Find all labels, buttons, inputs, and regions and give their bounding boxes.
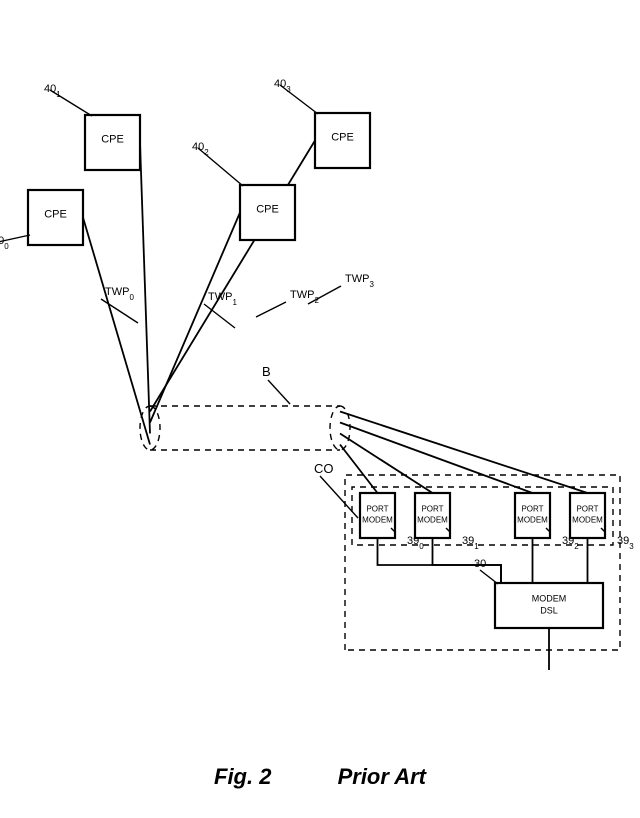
- svg-text:MODEM: MODEM: [417, 516, 448, 525]
- svg-text:DSL: DSL: [540, 606, 558, 616]
- svg-text:393: 393: [617, 535, 634, 551]
- svg-text:CPE: CPE: [331, 132, 354, 144]
- dsl-modem: DSL MODEM 30: [474, 558, 603, 628]
- svg-text:CPE: CPE: [256, 204, 279, 216]
- svg-text:391: 391: [462, 535, 479, 551]
- svg-text:CPE: CPE: [44, 209, 67, 221]
- figure-caption: Fig. 2 Prior Art: [0, 764, 640, 790]
- svg-text:401: 401: [44, 83, 61, 99]
- svg-text:CO: CO: [314, 461, 334, 476]
- svg-text:PORT: PORT: [521, 505, 543, 514]
- svg-text:TWP0: TWP0: [105, 286, 134, 302]
- svg-text:MODEM: MODEM: [517, 516, 548, 525]
- svg-text:403: 403: [274, 78, 291, 94]
- svg-text:MODEM: MODEM: [532, 594, 567, 604]
- diagram-svg: DSLMODEM30 MODEMPORT390MODEMPORT391MODEM…: [0, 0, 640, 740]
- svg-text:PORT: PORT: [576, 505, 598, 514]
- svg-text:TWP2: TWP2: [290, 289, 319, 305]
- figure-page: DSLMODEM30 MODEMPORT390MODEMPORT391MODEM…: [0, 0, 640, 818]
- svg-text:402: 402: [192, 141, 209, 157]
- svg-text:CPE: CPE: [101, 134, 124, 146]
- svg-text:MODEM: MODEM: [362, 516, 393, 525]
- prior-art-label: Prior Art: [338, 764, 426, 789]
- figure-number: Fig. 2: [214, 764, 271, 790]
- svg-text:30: 30: [474, 558, 486, 570]
- bundle-to-cpe-wires: TWP0TWP1TWP2TWP3: [83, 141, 374, 445]
- svg-text:TWP3: TWP3: [345, 273, 374, 289]
- svg-text:400: 400: [0, 235, 9, 251]
- cpe-nodes: CPE 400 CPE 401 CPE 402 CPE 403: [0, 78, 370, 251]
- svg-text:B: B: [262, 364, 271, 379]
- svg-text:PORT: PORT: [421, 505, 443, 514]
- port-to-bundle-wires: [340, 412, 588, 494]
- svg-text:PORT: PORT: [366, 505, 388, 514]
- svg-text:MODEM: MODEM: [572, 516, 603, 525]
- modem-ports: MODEMPORT390MODEMPORT391MODEMPORT392MODE…: [360, 493, 634, 551]
